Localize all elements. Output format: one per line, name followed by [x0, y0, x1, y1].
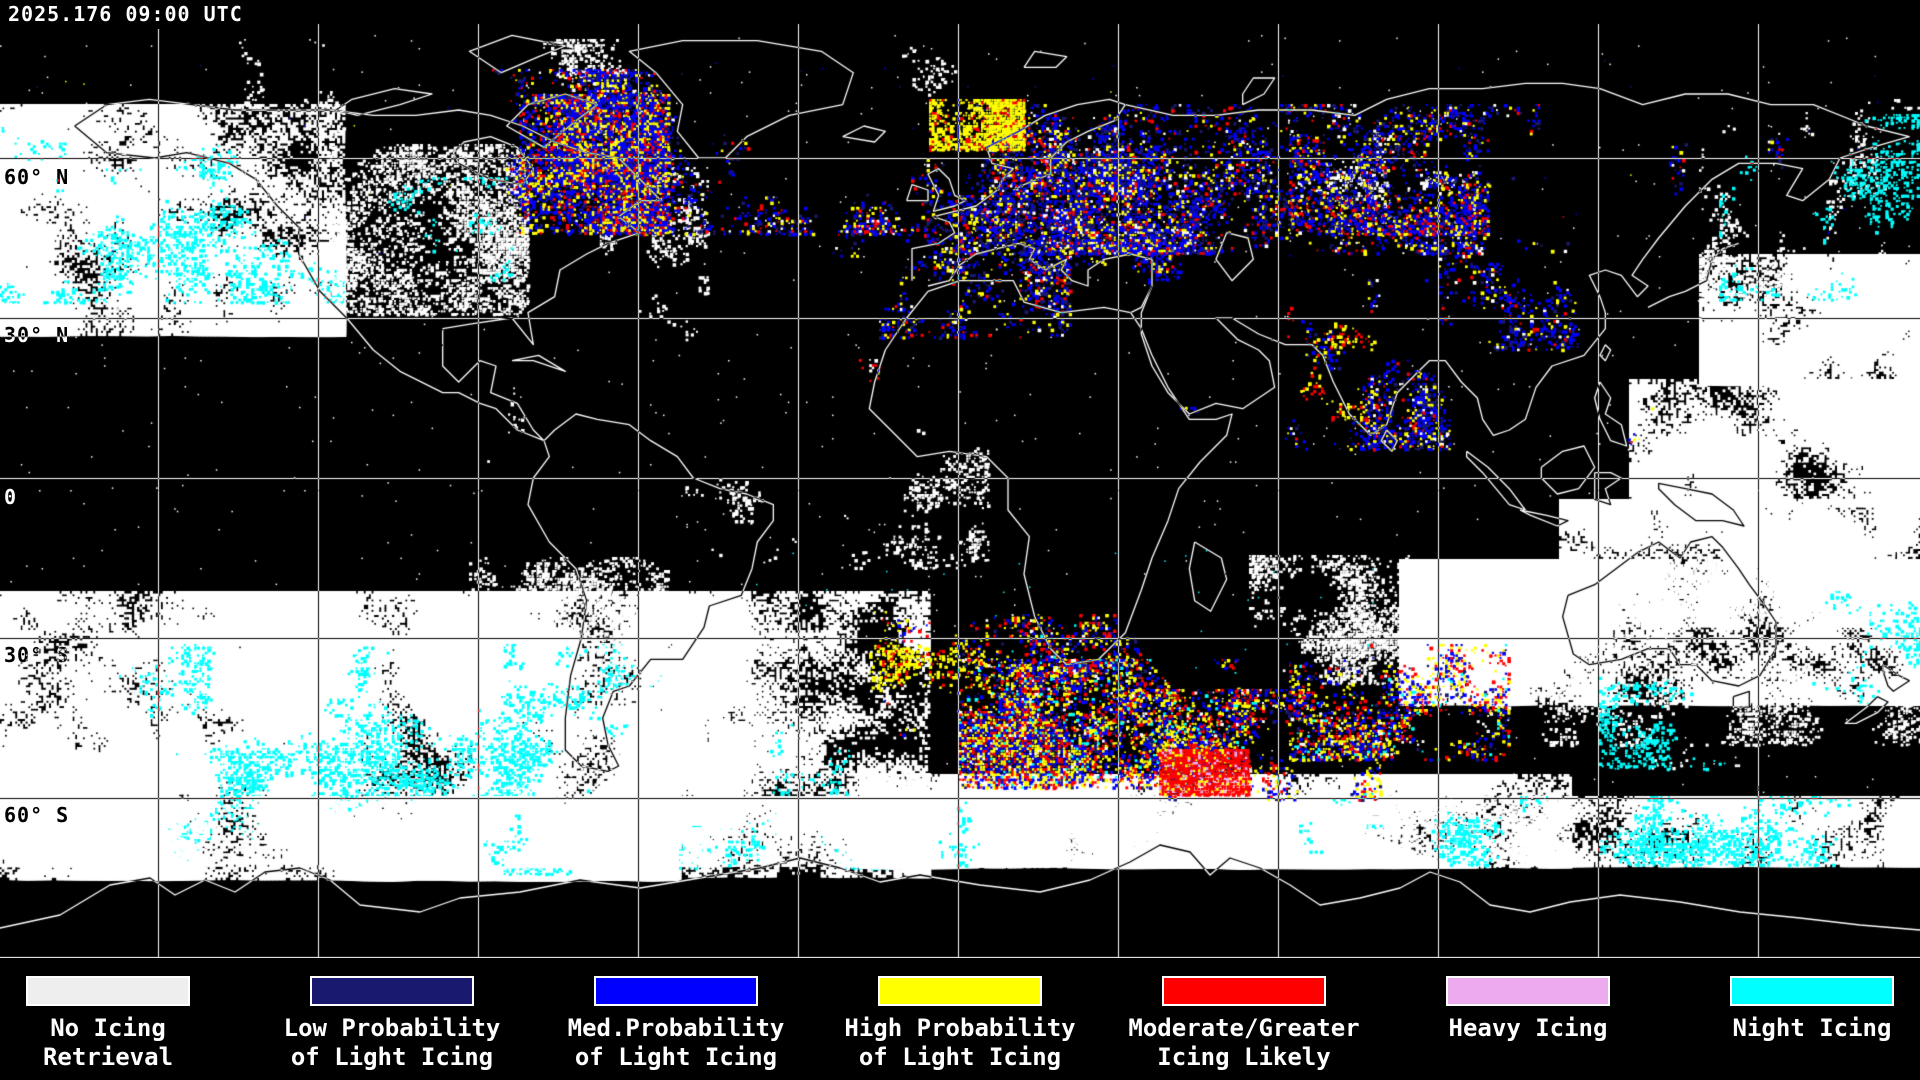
legend-label-line1: High Probability — [844, 1014, 1076, 1042]
lat-label-30n: 30° N — [4, 323, 70, 347]
legend: No Icing Retrieval Low Probability of Li… — [0, 976, 1920, 1080]
legend-swatch — [594, 976, 758, 1006]
legend-label-line1: Moderate/Greater — [1128, 1014, 1360, 1042]
legend-item: Night Icing — [1672, 976, 1920, 1043]
lat-label-0: 0 — [4, 485, 18, 509]
legend-label-line2: of Light Icing — [858, 1043, 1062, 1071]
legend-label-line1: Heavy Icing — [1448, 1014, 1608, 1042]
legend-item: No Icing Retrieval — [0, 976, 248, 1072]
legend-item: Low Probability of Light Icing — [252, 976, 532, 1072]
lat-label-30s: 30° S — [4, 643, 70, 667]
legend-swatch — [1162, 976, 1326, 1006]
legend-item: Moderate/Greater Icing Likely — [1104, 976, 1384, 1072]
legend-label-line1: Night Icing — [1732, 1014, 1892, 1042]
legend-label-line2: of Light Icing — [574, 1043, 778, 1071]
legend-swatch — [878, 976, 1042, 1006]
legend-swatch — [310, 976, 474, 1006]
lat-label-60s: 60° S — [4, 803, 70, 827]
legend-label-line1: No Icing — [50, 1014, 166, 1042]
legend-swatch — [26, 976, 190, 1006]
legend-item: Heavy Icing — [1388, 976, 1668, 1043]
legend-item: Med.Probability of Light Icing — [536, 976, 816, 1072]
legend-swatch — [1446, 976, 1610, 1006]
legend-item: High Probability of Light Icing — [820, 976, 1100, 1072]
map-canvas — [0, 0, 1920, 958]
legend-label-line2: Retrieval — [42, 1043, 174, 1071]
legend-label-line2: of Light Icing — [290, 1043, 494, 1071]
legend-label-line2: Icing Likely — [1157, 1043, 1331, 1071]
timestamp-label: 2025.176 09:00 UTC — [2, 0, 251, 29]
legend-label-line1: Low Probability — [283, 1014, 501, 1042]
legend-label-line1: Med.Probability — [567, 1014, 785, 1042]
legend-swatch — [1730, 976, 1894, 1006]
lat-label-60n: 60° N — [4, 165, 70, 189]
